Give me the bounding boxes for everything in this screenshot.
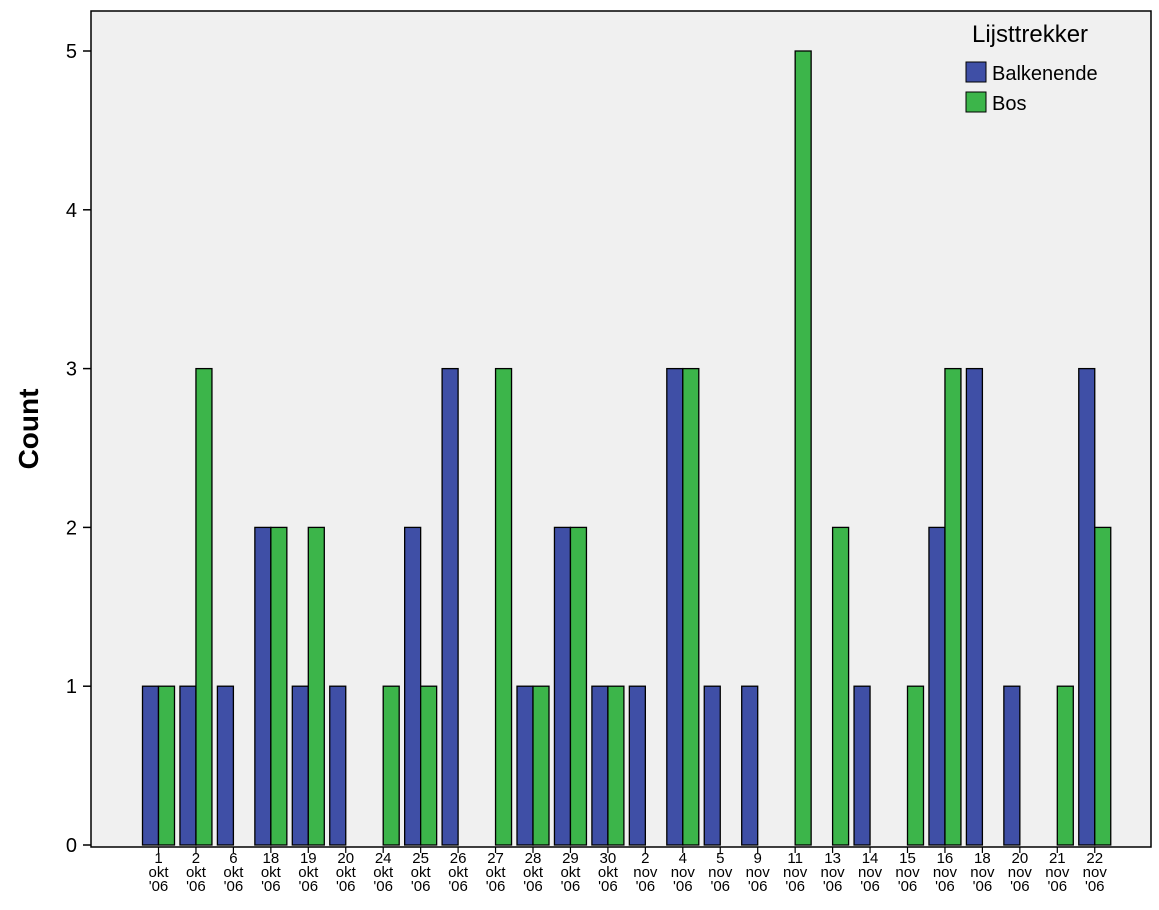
y-tick-label: 5 — [66, 41, 77, 63]
bar-balkenende-4-nov-06 — [666, 367, 684, 846]
x-tick-label: 13 nov '06 — [821, 850, 846, 895]
x-axis: 1 okt '06 2 okt '06 6 okt '06 18 okt '06 19 okt '06 20 o… — [148, 847, 1107, 895]
x-tick-label: 20 okt '06 — [336, 850, 357, 895]
bar-balkenende-6-okt-06 — [216, 685, 235, 846]
y-tick-label: 2 — [66, 517, 77, 539]
bar-bos-19-okt-06 — [307, 526, 325, 846]
x-tick-label: 11 nov '06 — [783, 850, 808, 895]
bar-balkenende-22-nov-06 — [1078, 367, 1096, 846]
x-tick-label: 21 nov '06 — [1045, 850, 1070, 895]
x-tick-label: 9 nov '06 — [746, 850, 771, 895]
bar-balkenende-5-nov-06 — [703, 685, 721, 846]
bar-balkenende-18-okt-06 — [254, 526, 272, 846]
bar-bos-22-nov-06 — [1094, 526, 1112, 846]
bar-bos-15-nov-06 — [906, 685, 925, 846]
bar-bos-25-okt-06 — [419, 685, 438, 846]
x-tick-label: 28 okt '06 — [523, 850, 544, 895]
x-tick-label: 29 okt '06 — [560, 850, 581, 895]
x-tick-label: 19 okt '06 — [298, 850, 319, 895]
legend-label-bos: Bos — [992, 93, 1026, 115]
bar-balkenende-1-okt-06 — [141, 685, 160, 846]
x-tick-label: 24 okt '06 — [373, 850, 394, 895]
bar-balkenende-18-nov-06 — [965, 367, 984, 846]
bar-balkenende-16-nov-06 — [928, 526, 946, 846]
bar-balkenende-29-okt-06 — [553, 526, 572, 846]
bar-balkenende-2-okt-06 — [179, 685, 197, 846]
bar-bos-4-nov-06 — [682, 367, 700, 846]
legend-title: Lijsttrekker — [972, 21, 1088, 48]
x-tick-label: 2 nov '06 — [633, 850, 658, 895]
x-tick-label: 18 okt '06 — [261, 850, 282, 895]
bars — [141, 50, 1112, 846]
bar-bos-28-okt-06 — [532, 685, 550, 846]
x-tick-label: 30 okt '06 — [598, 850, 619, 895]
bar-bos-16-nov-06 — [944, 367, 962, 846]
bar-balkenende-19-okt-06 — [291, 685, 309, 846]
x-tick-label: 2 okt '06 — [186, 850, 207, 895]
x-tick-label: 26 okt '06 — [448, 850, 469, 895]
y-tick-label: 3 — [66, 359, 77, 381]
legend-swatch-bos — [965, 91, 987, 113]
legend-swatch-balkenende — [965, 61, 987, 83]
bar-balkenende-25-okt-06 — [403, 526, 422, 846]
x-tick-label: 1 okt '06 — [148, 850, 169, 895]
bar-bos-11-nov-06 — [794, 50, 812, 846]
bar-balkenende-26-okt-06 — [441, 367, 459, 846]
x-tick-label: 22 nov '06 — [1083, 850, 1108, 895]
bar-bos-18-okt-06 — [270, 526, 288, 846]
bar-bos-30-okt-06 — [607, 685, 625, 846]
x-tick-label: 15 nov '06 — [895, 850, 920, 895]
bar-bos-21-nov-06 — [1056, 685, 1074, 846]
x-tick-label: 25 okt '06 — [411, 850, 432, 895]
x-tick-label: 14 nov '06 — [858, 850, 883, 895]
bar-balkenende-20-nov-06 — [1003, 685, 1021, 846]
y-axis-title: Count — [13, 389, 44, 470]
x-tick-label: 6 okt '06 — [223, 850, 244, 895]
y-axis: 0 1 2 3 4 5 — [66, 41, 91, 857]
legend-label-balkenende: Balkenende — [992, 63, 1098, 85]
x-tick-label: 27 okt '06 — [486, 850, 507, 895]
bar-bos-2-okt-06 — [195, 367, 213, 846]
y-tick-label: 0 — [66, 835, 77, 857]
x-tick-label: 4 nov '06 — [671, 850, 696, 895]
y-tick-label: 4 — [66, 200, 77, 222]
bar-balkenende-2-nov-06 — [628, 685, 646, 846]
x-tick-label: 18 nov '06 — [970, 850, 995, 895]
bar-bos-29-okt-06 — [569, 526, 588, 846]
bar-bos-27-okt-06 — [494, 367, 513, 846]
bar-bos-1-okt-06 — [157, 685, 176, 846]
legend: Lijsttrekker Balkenende Bos — [965, 21, 1098, 115]
x-tick-label: 5 nov '06 — [708, 850, 733, 895]
bar-balkenende-20-okt-06 — [329, 685, 347, 846]
bar-bos-24-okt-06 — [382, 685, 400, 846]
bar-balkenende-14-nov-06 — [853, 685, 871, 846]
bar-balkenende-9-nov-06 — [741, 685, 759, 846]
x-tick-label: 20 nov '06 — [1008, 850, 1033, 895]
x-tick-label: 16 nov '06 — [933, 850, 958, 895]
bar-balkenende-28-okt-06 — [516, 685, 534, 846]
y-tick-label: 1 — [66, 676, 77, 698]
bar-balkenende-30-okt-06 — [591, 685, 609, 846]
bar-bos-13-nov-06 — [831, 526, 850, 846]
